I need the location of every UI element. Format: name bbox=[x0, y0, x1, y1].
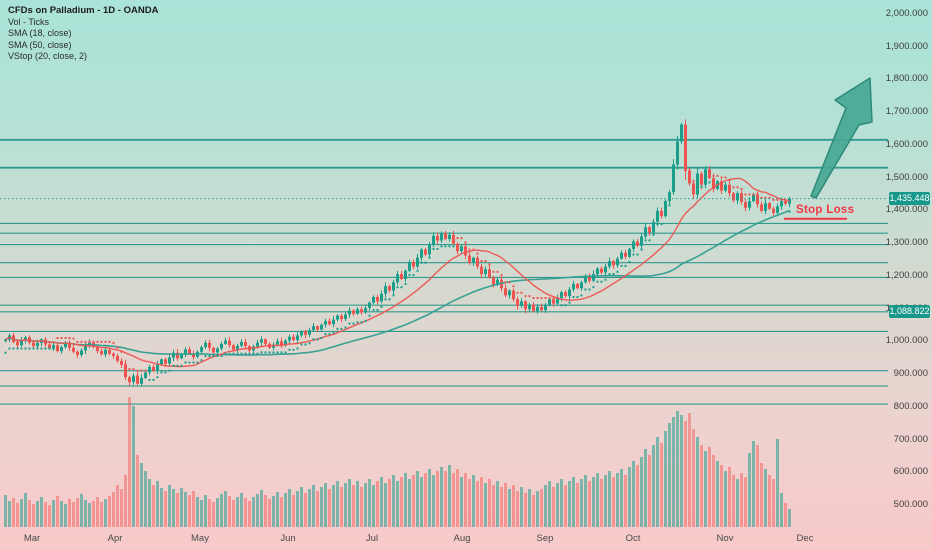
time-axis-label-may: May bbox=[191, 533, 209, 544]
price-axis-label: 1,600.000 bbox=[885, 138, 928, 150]
price-axis-label: 1,400.000 bbox=[885, 204, 928, 216]
sma18-line bbox=[5, 177, 790, 368]
price-axis-label: 900.000 bbox=[893, 368, 928, 379]
time-axis-label-aug: Aug bbox=[453, 533, 471, 544]
trend-arrow[interactable] bbox=[810, 77, 873, 199]
price-axis-label: 1,300.000 bbox=[885, 237, 928, 248]
stop-loss-label[interactable]: Stop Loss bbox=[796, 203, 855, 216]
price-axis-label: 1,200.000 bbox=[885, 269, 928, 281]
level-price-badge: 1,088.822 bbox=[889, 305, 930, 319]
time-axis-label-dec: Dec bbox=[796, 533, 814, 544]
candlestick-series bbox=[4, 119, 791, 387]
price-axis-label: 1,500.000 bbox=[885, 171, 928, 183]
price-axis-label: 1,800.000 bbox=[885, 73, 928, 85]
price-axis-label: 1,900.000 bbox=[885, 40, 928, 52]
time-axis-label-nov: Nov bbox=[716, 533, 734, 544]
time-axis-label-jun: Jun bbox=[280, 533, 296, 544]
price-axis-label: 700.000 bbox=[893, 433, 928, 445]
legend-volume-indicator[interactable]: Vol - Ticks bbox=[8, 16, 50, 27]
time-axis[interactable]: Mar Apr May Jun Jul Aug Sep Oct Nov Dec bbox=[0, 529, 932, 550]
time-axis-label-sep: Sep bbox=[536, 533, 554, 544]
price-axis[interactable]: 2,000.000 1,900.000 1,800.000 1,700.000 1,60… bbox=[885, 0, 932, 528]
legend-sma18-indicator[interactable]: SMA (18, close) bbox=[8, 28, 72, 38]
last-price-badge: 1,435.448 bbox=[889, 191, 930, 205]
price-axis-label: 600.000 bbox=[893, 466, 928, 478]
price-axis-label: 1,700.000 bbox=[885, 106, 928, 117]
price-axis-label: 500.000 bbox=[893, 499, 928, 510]
vstop-dots bbox=[4, 136, 791, 381]
legend-symbol[interactable]: CFDs on Palladium - 1D - OANDA bbox=[8, 5, 159, 16]
legend-sma50-indicator[interactable]: SMA (50, close) bbox=[8, 39, 72, 50]
volume-histogram bbox=[4, 397, 791, 527]
price-axis-label: 1,000.000 bbox=[885, 335, 928, 347]
chart-legend: CFDs on Palladium - 1D - OANDA Vol - Tic… bbox=[8, 5, 158, 63]
price-axis-label: 800.000 bbox=[893, 400, 928, 412]
price-axis-label: 2,000.000 bbox=[885, 7, 928, 19]
legend-vstop-indicator[interactable]: VStop (20, close, 2) bbox=[8, 51, 88, 61]
time-axis-label-apr: Apr bbox=[107, 533, 123, 544]
time-axis-label-mar: Mar bbox=[23, 533, 41, 544]
time-axis-label-jul: Jul bbox=[365, 533, 379, 544]
sma50-line bbox=[5, 209, 790, 356]
time-axis-label-oct: Oct bbox=[625, 533, 641, 544]
